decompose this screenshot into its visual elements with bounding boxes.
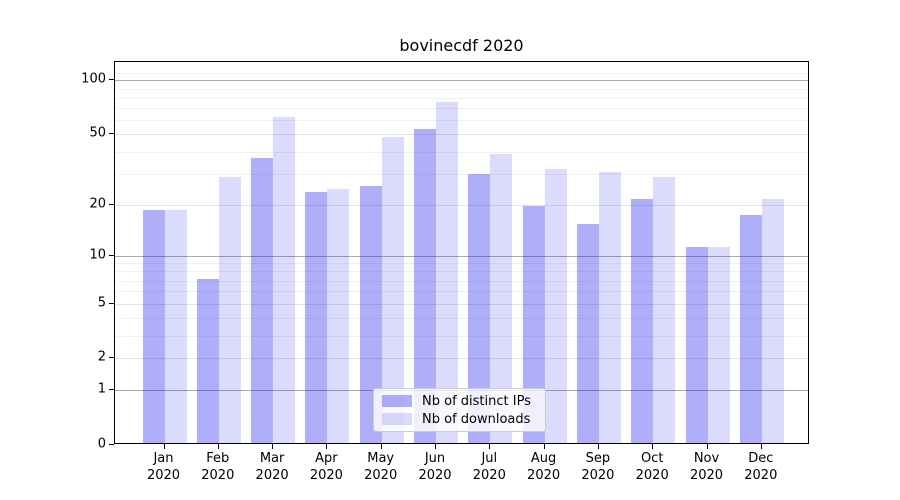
y-tick-label-1: 1 <box>97 381 106 397</box>
x-tick-label-may: May 2020 <box>364 451 398 483</box>
gridline-8 <box>115 271 808 273</box>
x-tick-mark <box>760 444 762 449</box>
x-tick-label-feb: Feb 2020 <box>201 451 235 483</box>
bar-downloads-dec <box>761 198 784 443</box>
y-tick-label-2: 2 <box>97 349 106 365</box>
gridline-30 <box>115 173 808 175</box>
bar-downloads-oct <box>653 177 676 443</box>
bar-downloads-feb <box>218 177 241 443</box>
bar-distinct-ips-jan <box>142 210 165 443</box>
bar-distinct-ips-oct <box>631 198 654 443</box>
bar-downloads-sep <box>598 171 621 443</box>
y-tick-mark <box>109 389 114 391</box>
legend-item-downloads: Nb of downloads <box>382 412 537 427</box>
x-tick-label-sep: Sep 2020 <box>581 451 615 483</box>
bar-distinct-ips-may <box>359 185 382 443</box>
gridline-20 <box>115 204 808 206</box>
x-tick-mark <box>380 444 382 449</box>
y-tick-label-10: 10 <box>89 247 106 263</box>
gridline-10 <box>115 255 808 257</box>
y-tick-label-50: 50 <box>89 125 106 141</box>
y-tick-label-5: 5 <box>97 295 106 310</box>
x-tick-label-aug: Aug 2020 <box>527 451 561 483</box>
gridline-2 <box>115 358 808 360</box>
bar-distinct-ips-nov <box>685 246 708 443</box>
bar-distinct-ips-dec <box>739 214 762 443</box>
legend-item-distinct-ips: Nb of distinct IPs <box>382 394 537 409</box>
x-tick-mark <box>217 444 219 449</box>
gridline-40 <box>115 151 808 153</box>
bar-downloads-jul <box>490 153 513 443</box>
gridline-5 <box>115 303 808 305</box>
gridline-9 <box>115 263 808 265</box>
gridline-50 <box>115 134 808 136</box>
x-tick-mark <box>326 444 328 449</box>
gridline-3 <box>115 335 808 337</box>
x-tick-label-jul: Jul 2020 <box>472 451 506 483</box>
gridline-4 <box>115 317 808 319</box>
plot-area <box>114 61 809 444</box>
bar-downloads-mar <box>273 117 296 443</box>
x-tick-mark <box>163 444 165 449</box>
y-tick-mark <box>109 357 114 359</box>
gridline-100 <box>115 80 808 82</box>
gridline-70 <box>115 108 808 110</box>
y-tick-label-20: 20 <box>89 196 106 211</box>
bar-downloads-apr <box>327 188 350 443</box>
y-tick-mark <box>109 302 114 304</box>
gridline-6 <box>115 291 808 293</box>
bar-distinct-ips-feb <box>196 278 219 443</box>
x-tick-label-dec: Dec 2020 <box>744 451 778 483</box>
y-tick-label-0: 0 <box>97 436 106 452</box>
bar-downloads-jun <box>436 101 458 443</box>
bar-downloads-aug <box>544 169 567 443</box>
x-tick-label-oct: Oct 2020 <box>635 451 669 483</box>
bar-distinct-ips-jul <box>468 174 491 443</box>
legend: Nb of distinct IPs Nb of downloads <box>373 388 546 432</box>
x-tick-mark <box>706 444 708 449</box>
legend-label-downloads: Nb of downloads <box>422 411 531 427</box>
y-tick-mark <box>109 133 114 135</box>
x-tick-mark <box>543 444 545 449</box>
chart-title: bovinecdf 2020 <box>399 36 524 55</box>
y-tick-mark <box>109 444 114 445</box>
x-tick-mark <box>597 444 599 449</box>
gridline-110 <box>115 72 808 74</box>
y-tick-label-100: 100 <box>81 71 106 87</box>
gridline-90 <box>115 88 808 90</box>
x-tick-mark <box>272 444 274 449</box>
x-tick-label-jan: Jan 2020 <box>146 451 181 483</box>
bar-downloads-may <box>381 137 404 443</box>
bar-distinct-ips-mar <box>251 157 274 443</box>
bar-distinct-ips-sep <box>576 224 599 443</box>
legend-swatch-distinct-ips-icon <box>382 395 412 407</box>
y-tick-mark <box>109 79 114 81</box>
gridline-7 <box>115 280 808 282</box>
x-tick-label-apr: Apr 2020 <box>309 451 343 483</box>
x-tick-label-jun: Jun 2020 <box>418 451 452 483</box>
gridline-60 <box>115 120 808 122</box>
x-tick-mark <box>489 444 491 449</box>
bar-downloads-jan <box>164 210 187 443</box>
x-tick-mark <box>652 444 654 449</box>
x-tick-label-nov: Nov 2020 <box>689 451 724 483</box>
legend-label-distinct-ips: Nb of distinct IPs <box>422 393 531 409</box>
x-tick-label-mar: Mar 2020 <box>255 451 289 483</box>
y-tick-mark <box>109 254 114 256</box>
bar-distinct-ips-aug <box>522 206 545 443</box>
bar-downloads-nov <box>707 246 730 443</box>
gridline-80 <box>115 97 808 99</box>
bar-distinct-ips-jun <box>414 129 436 443</box>
x-tick-mark <box>435 444 436 449</box>
bar-distinct-ips-apr <box>305 191 328 443</box>
legend-swatch-downloads-icon <box>382 413 412 425</box>
y-tick-mark <box>109 203 114 205</box>
